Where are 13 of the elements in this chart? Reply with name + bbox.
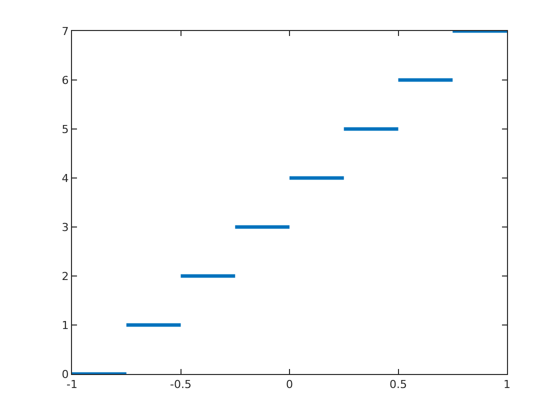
y-tick-label: 0 [62,368,69,381]
y-tick-label: 3 [62,220,69,234]
x-tick-label: -1 [66,378,78,392]
y-tick-label: 5 [62,122,69,136]
x-tick-label: 0 [286,378,293,392]
y-tick-label: 1 [62,318,69,332]
y-tick-label: 2 [62,270,69,283]
y-tick-label: 4 [62,172,69,185]
y-tick-label: 6 [62,74,69,87]
x-tick-label: -0.5 [170,378,192,392]
y-tick-label: 7 [62,24,69,38]
x-tick-label: 0.5 [390,378,407,392]
x-tick-label: 1 [504,378,510,392]
